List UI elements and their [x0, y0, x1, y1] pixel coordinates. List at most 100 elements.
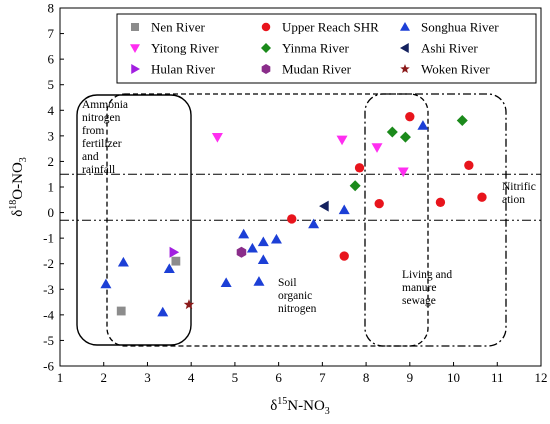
data-point	[287, 214, 297, 224]
y-label-sup: 18	[8, 200, 19, 210]
data-point	[257, 236, 269, 247]
data-point	[163, 263, 175, 273]
x-tick-label: 9	[407, 370, 414, 385]
data-point	[354, 163, 365, 173]
data-point	[319, 200, 329, 212]
x-tick-label: 4	[188, 370, 195, 385]
y-tick-label: -2	[43, 256, 54, 271]
annotation-line: Ammonia	[82, 99, 128, 111]
annotation-line: ation	[502, 194, 525, 206]
y-label-text: O-NO	[10, 162, 26, 200]
x-tick-label: 10	[447, 370, 460, 385]
data-point	[270, 233, 282, 244]
data-point	[477, 192, 487, 202]
annotations: Ammonia nitrogen from fertilizer and rainfall…	[82, 99, 536, 315]
data-point	[220, 277, 232, 288]
region-annotation: Ammonia nitrogen from fertilizer and rainfall	[82, 99, 128, 176]
data-point	[435, 197, 446, 208]
data-point	[183, 299, 195, 310]
data-point	[338, 204, 350, 215]
annotation-line: and	[82, 151, 99, 163]
x-tick-label: 3	[144, 370, 151, 385]
y-tick-label: 1	[48, 180, 55, 195]
legend-marker	[261, 22, 271, 32]
data-point	[246, 242, 258, 253]
legend-marker	[400, 64, 410, 74]
data-point	[464, 160, 474, 170]
x-label-delta: δ	[270, 398, 277, 414]
legend-marker	[131, 64, 140, 74]
x-tick-label: 8	[363, 370, 370, 385]
legend-label: Mudan River	[282, 62, 352, 77]
x-label-text: N-NO	[287, 398, 325, 414]
x-tick-label: 2	[100, 370, 107, 385]
data-point	[211, 133, 223, 143]
y-tick-label: 0	[48, 205, 55, 220]
data-point	[399, 131, 411, 143]
legend-label: Yinma River	[282, 41, 349, 56]
y-tick-label: 2	[48, 154, 55, 169]
annotation-line: sewage	[402, 295, 436, 307]
data-point	[349, 180, 361, 192]
x-tick-label: 11	[491, 370, 504, 385]
x-tick-label: 7	[319, 370, 326, 385]
data-point	[339, 251, 349, 261]
annotation-line: Nitrific	[502, 181, 536, 193]
annotation-line: Soil	[278, 277, 297, 289]
legend-marker	[400, 43, 409, 53]
legend-marker	[131, 23, 139, 31]
data-point	[257, 254, 269, 265]
region-annotation: Soil organic nitrogen	[278, 277, 317, 315]
x-label-sup: 15	[277, 396, 287, 407]
data-point	[386, 126, 398, 138]
x-tick-label: 1	[57, 370, 64, 385]
data-point	[100, 278, 112, 289]
data-point	[253, 276, 265, 286]
data-point	[308, 218, 320, 229]
legend-box	[116, 13, 537, 84]
annotation-line: nitrogen	[278, 303, 317, 315]
annotation-line: nitrogen	[82, 112, 121, 124]
y-tick-label: 3	[48, 128, 55, 143]
reference-lines	[60, 173, 541, 221]
y-tick-label: 7	[48, 26, 55, 41]
y-tick-label: 4	[48, 103, 55, 118]
x-tick-label: 5	[232, 370, 239, 385]
y-axis-label: δ18O-NO3	[8, 157, 29, 217]
annotation-line: fertilizer	[82, 138, 122, 150]
legend-label: Nen River	[151, 20, 205, 35]
x-tick-label: 12	[535, 370, 548, 385]
data-point	[405, 112, 415, 122]
data-point	[397, 167, 409, 178]
legend-label: Yitong River	[151, 41, 219, 56]
data-point	[238, 228, 250, 239]
legend-marker	[130, 44, 140, 53]
y-tick-label: -1	[43, 231, 54, 246]
annotation-line: organic	[278, 290, 312, 302]
annotation-line: Living and	[402, 269, 452, 281]
legend-label: Upper Reach SHR	[282, 20, 379, 35]
region-annotation: Living and manure sewage	[402, 269, 452, 307]
x-label-sub: 3	[325, 406, 330, 417]
data-point	[116, 306, 126, 316]
data-point	[117, 256, 129, 267]
legend: Nen River Upper Reach SHR Songhua River Yit…	[116, 13, 537, 84]
y-label-sub: 3	[18, 157, 29, 162]
legend-label: Woken River	[421, 62, 490, 77]
data-point	[371, 143, 383, 153]
annotation-line: rainfall	[82, 164, 115, 176]
data-point	[236, 246, 247, 258]
annotation-line: manure	[402, 282, 436, 294]
legend-label: Hulan River	[151, 62, 216, 77]
legend-marker	[400, 22, 410, 31]
y-tick-label: -5	[43, 333, 54, 348]
region-annotation: Nitrific ation	[502, 181, 536, 206]
legend-label: Ashi River	[421, 41, 478, 56]
x-tick-label: 6	[275, 370, 282, 385]
y-label-delta: δ	[10, 210, 26, 217]
data-points	[100, 112, 487, 317]
data-point	[456, 115, 468, 127]
